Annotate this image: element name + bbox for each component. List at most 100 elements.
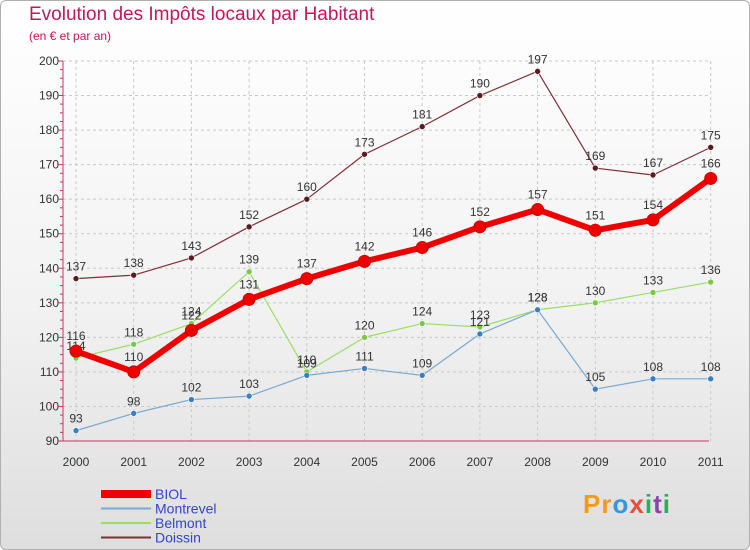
- data-point-montrevel: [649, 375, 657, 383]
- data-label-montrevel: 108: [701, 360, 721, 374]
- data-point-belmont: [591, 299, 599, 307]
- y-tick-label: 100: [39, 399, 59, 413]
- legend-label-montrevel: Montrevel: [155, 501, 216, 517]
- data-label-belmont: 130: [585, 284, 605, 298]
- data-point-doissin: [418, 123, 426, 130]
- data-point-montrevel: [188, 396, 195, 403]
- data-label-montrevel: 102: [181, 381, 201, 395]
- y-tick-label: 160: [39, 192, 59, 206]
- data-point-doissin: [72, 275, 80, 282]
- y-tick-label: 180: [39, 123, 59, 137]
- data-point-doissin: [476, 92, 484, 99]
- x-tick-label: 2001: [120, 455, 147, 469]
- data-point-doissin: [649, 171, 657, 179]
- data-point-biol: [242, 292, 256, 306]
- data-point-montrevel: [361, 365, 368, 372]
- data-point-biol: [473, 220, 487, 234]
- data-label-biol: 122: [181, 308, 201, 322]
- data-point-biol: [415, 241, 429, 255]
- legend-swatch-doissin: [101, 536, 151, 539]
- data-label-biol: 137: [297, 257, 317, 271]
- data-label-doissin: 137: [66, 260, 86, 274]
- data-label-biol: 110: [124, 350, 143, 364]
- data-point-doissin: [130, 271, 137, 279]
- data-point-montrevel: [130, 410, 137, 417]
- data-label-montrevel: 111: [355, 349, 374, 363]
- legend-label-belmont: Belmont: [155, 515, 206, 531]
- x-tick-label: 2005: [351, 455, 378, 469]
- plot-area: [63, 61, 709, 441]
- data-label-belmont: 124: [412, 305, 432, 319]
- data-point-doissin: [591, 164, 599, 172]
- x-tick-label: 2010: [640, 455, 667, 469]
- data-point-montrevel: [476, 330, 484, 338]
- data-label-belmont: 136: [701, 263, 721, 277]
- data-point-biol: [704, 171, 718, 185]
- data-point-biol: [300, 272, 314, 286]
- data-label-doissin: 181: [412, 108, 432, 122]
- legend-swatch-belmont: [101, 522, 151, 524]
- series-doissin: 137 138 143 152 160 173 181 190 197 169 167 175: [66, 52, 721, 282]
- data-label-doissin: 143: [181, 239, 201, 253]
- data-point-montrevel: [534, 306, 541, 314]
- x-tick-label: 2009: [582, 455, 609, 469]
- data-label-biol: 131: [239, 277, 259, 291]
- x-tick-label: 2003: [236, 455, 263, 469]
- x-tick-label: 2000: [63, 455, 90, 469]
- logo-letter: r: [601, 489, 613, 519]
- data-label-belmont: 110: [297, 353, 316, 367]
- data-point-doissin: [245, 223, 253, 231]
- series-belmont: 114118124139110120124123128130133136: [66, 253, 721, 376]
- x-tick-label: 2006: [409, 455, 436, 469]
- series-line-biol: [74, 176, 713, 375]
- data-point-montrevel: [418, 372, 426, 379]
- series-line-montrevel: [75, 309, 711, 432]
- data-label-montrevel: 103: [239, 377, 259, 391]
- data-point-belmont: [130, 340, 137, 348]
- data-label-montrevel: 98: [127, 394, 141, 408]
- data-point-belmont: [361, 334, 368, 341]
- data-point-belmont: [707, 278, 715, 286]
- data-point-belmont: [649, 289, 657, 296]
- data-label-doissin: 197: [528, 52, 548, 66]
- data-label-biol: 151: [585, 208, 605, 222]
- data-point-biol: [358, 254, 371, 268]
- data-label-biol: 152: [470, 205, 490, 219]
- data-point-biol: [531, 203, 545, 217]
- data-label-montrevel: 128: [528, 291, 548, 305]
- y-tick-label: 130: [39, 296, 59, 310]
- y-tick-label: 120: [39, 330, 59, 344]
- data-label-belmont: 128: [528, 291, 548, 305]
- series-line-belmont: [75, 271, 711, 373]
- data-label-doissin: 160: [297, 180, 317, 194]
- data-label-doissin: 167: [643, 156, 663, 170]
- data-label-doissin: 138: [124, 256, 144, 270]
- series-montrevel: 93 98 102 103 109 111 109 121 128 105 108 108: [69, 291, 721, 434]
- data-point-montrevel: [303, 372, 311, 379]
- data-label-montrevel: 121: [470, 315, 490, 329]
- logo-letter: P: [583, 489, 602, 519]
- series-line-doissin: [75, 70, 711, 280]
- y-tick-label: 90: [46, 434, 60, 448]
- data-point-belmont: [418, 320, 426, 327]
- data-label-montrevel: 109: [297, 356, 317, 370]
- data-point-biol: [69, 344, 83, 358]
- data-point-doissin: [188, 254, 195, 262]
- data-point-doissin: [361, 150, 368, 158]
- data-label-montrevel: 109: [412, 356, 432, 370]
- data-point-montrevel: [707, 375, 715, 383]
- data-point-doissin: [707, 144, 715, 151]
- data-point-montrevel: [245, 392, 253, 400]
- data-label-belmont: 123: [470, 308, 490, 322]
- data-label-doissin: 169: [585, 149, 605, 163]
- x-tick-label: 2007: [467, 455, 494, 469]
- data-label-belmont: 120: [354, 318, 374, 332]
- x-tick-label: 2004: [293, 455, 320, 469]
- data-point-biol: [127, 365, 141, 379]
- data-point-biol: [588, 223, 602, 237]
- data-point-belmont: [476, 323, 484, 331]
- data-point-montrevel: [72, 427, 80, 434]
- y-tick-label: 200: [39, 54, 59, 68]
- data-label-biol: 146: [412, 226, 432, 240]
